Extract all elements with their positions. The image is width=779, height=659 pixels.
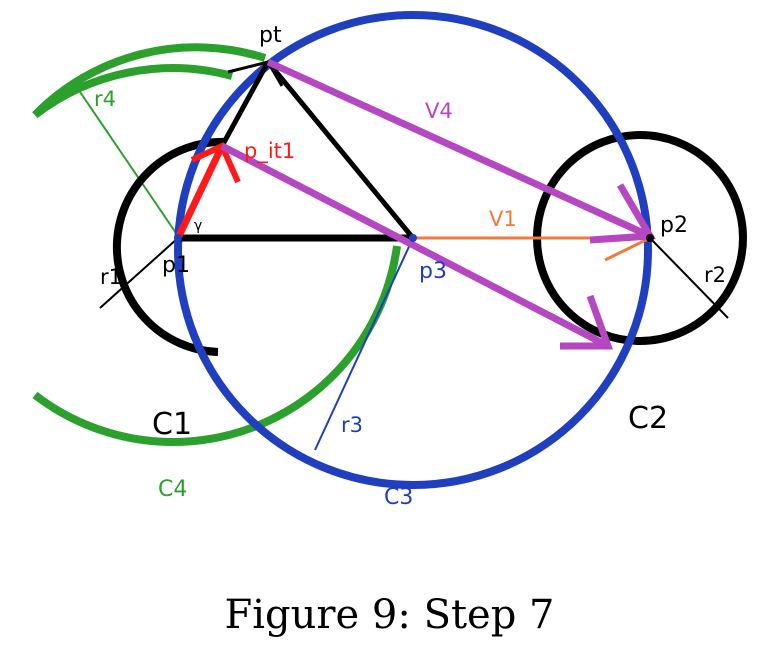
circle-c1 [112,137,227,356]
vector-pit1-parallel [220,142,610,350]
parallel-arrowhead [560,294,613,350]
label-c2: C2 [628,401,668,436]
label-r2: r2 [704,263,726,287]
label-p1: p1 [162,253,190,278]
label-gamma: γ [194,218,202,234]
label-r3: r3 [341,413,363,437]
radius-r2 [649,237,729,319]
label-v1: V1 [489,207,517,231]
arrow-into-pt [227,60,284,87]
label-p3: p3 [419,259,447,284]
label-c3: C3 [384,485,413,510]
label-pt: pt [259,23,282,48]
circle-c4-top [32,43,267,118]
circle-c3 [174,11,652,489]
label-r4: r4 [94,87,116,111]
radius-r3 [314,237,414,451]
label-p-it1: p_it1 [244,139,295,164]
point-p3 [409,234,417,242]
label-p2: p2 [660,213,688,238]
label-c4: C4 [158,477,187,502]
label-r1: r1 [100,265,122,289]
segment-pt-p3 [266,60,415,240]
geometry-diagram: pt p_it1 γ p1 p2 p3 r1 r2 r3 r4 V1 V4 C1… [32,11,747,510]
vector-v4 [266,58,652,240]
point-p1 [174,234,182,242]
segment-pit1-pt [219,60,271,148]
radius-r4 [75,85,179,237]
radius-r1 [99,237,179,309]
figure-caption: Figure 9: Step 7 [224,592,555,638]
vector-p1-pit1 [174,144,226,240]
label-v4: V4 [425,99,453,123]
point-p2 [646,234,654,242]
label-c1: C1 [152,407,192,442]
